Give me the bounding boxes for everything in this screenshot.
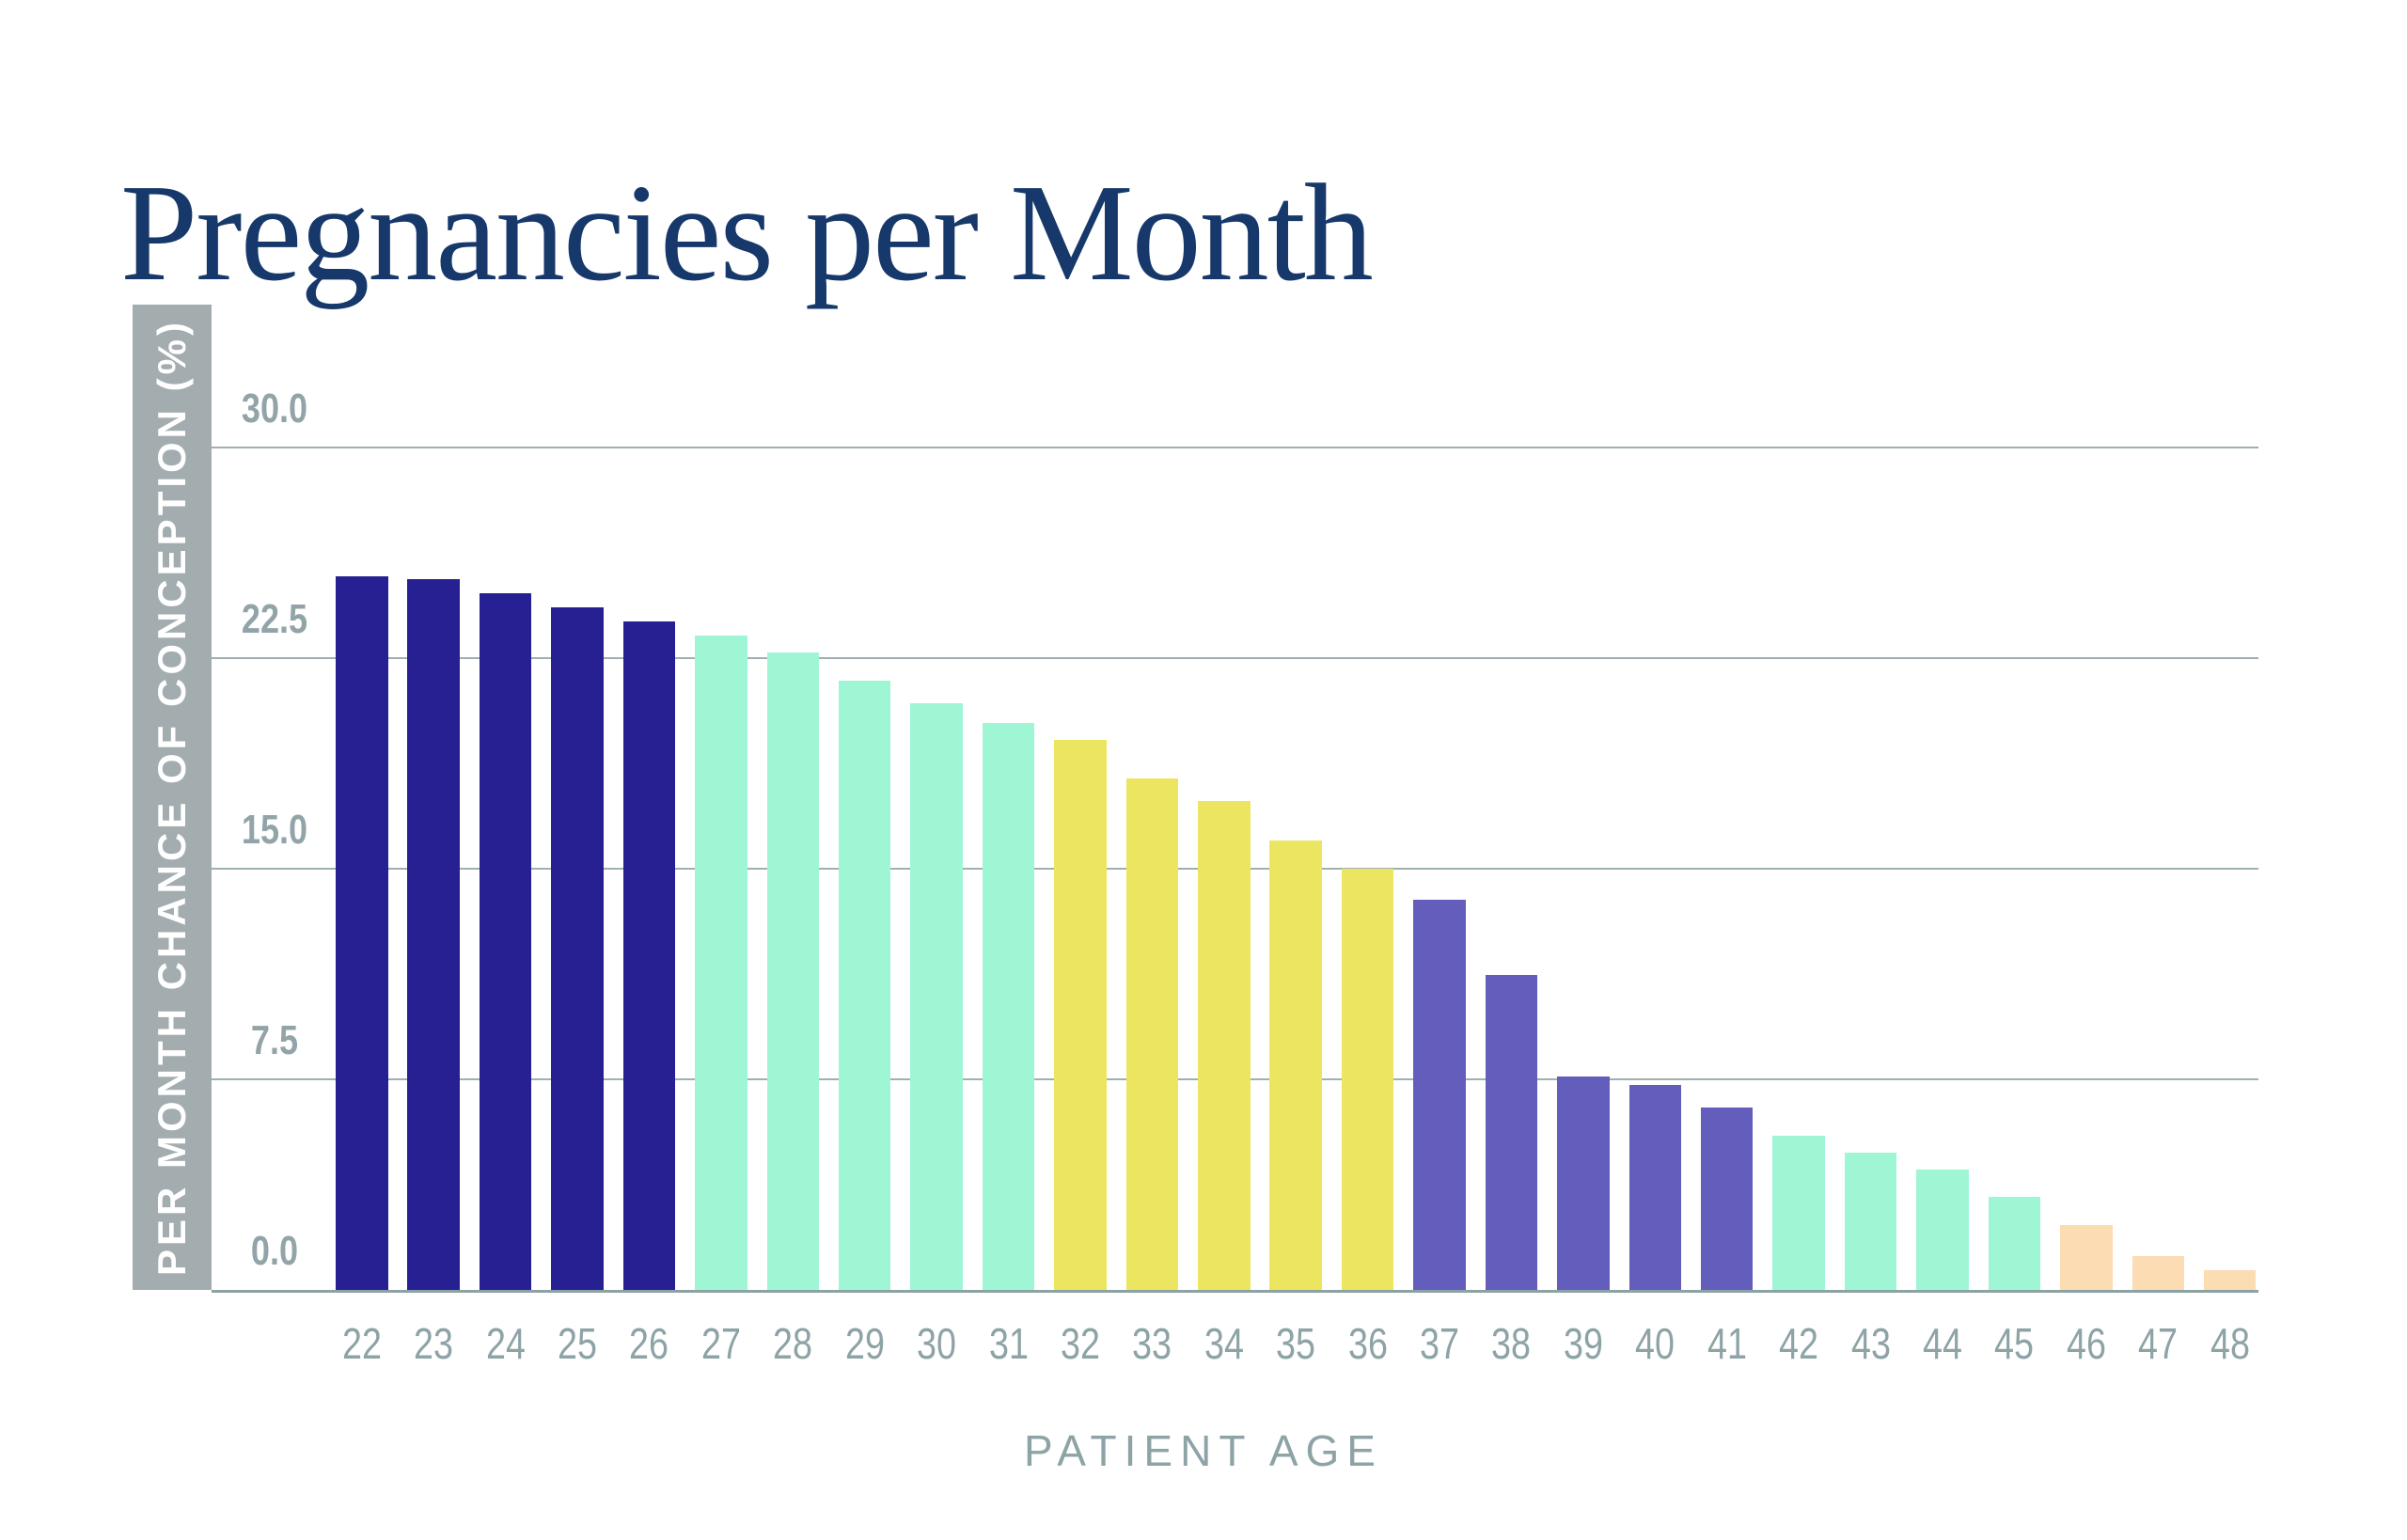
gridline-30.0	[212, 447, 2258, 448]
bar-age-26	[622, 621, 676, 1290]
x-axis-title: PATIENT AGE	[1024, 1426, 1383, 1475]
x-tick-label-41: 41	[1707, 1319, 1747, 1368]
x-tick-label-29: 29	[844, 1319, 885, 1368]
bar-age-47	[2132, 1256, 2184, 1290]
bar-age-43	[1844, 1152, 1897, 1290]
y-tick-label-22.5: 22.5	[241, 596, 308, 642]
bar-age-24	[479, 593, 532, 1290]
x-tick-label-22: 22	[341, 1319, 382, 1368]
bar-age-44	[1916, 1169, 1969, 1290]
bar-age-23	[407, 579, 460, 1290]
y-tick-label-30.0: 30.0	[241, 385, 308, 432]
bar-age-32	[1054, 739, 1107, 1290]
x-tick-label-26: 26	[629, 1319, 669, 1368]
x-tick-label-36: 36	[1347, 1319, 1388, 1368]
bar-age-41	[1700, 1107, 1754, 1290]
x-tick-label-42: 42	[1779, 1319, 1819, 1368]
y-tick-label-0.0: 0.0	[250, 1228, 299, 1274]
y-axis-title: PER MONTH CHANCE OF CONCEPTION (%)	[149, 319, 194, 1276]
bar-age-37	[1413, 899, 1466, 1290]
bar-age-30	[910, 702, 963, 1290]
x-tick-label-38: 38	[1491, 1319, 1532, 1368]
bar-age-28	[766, 652, 820, 1290]
bar-age-22	[336, 576, 388, 1290]
bar-age-29	[838, 680, 891, 1290]
bar-age-33	[1125, 778, 1179, 1290]
x-tick-label-39: 39	[1563, 1319, 1603, 1368]
page-title: Pregnancies per Month	[120, 156, 1374, 311]
x-tick-label-28: 28	[773, 1319, 813, 1368]
bar-age-38	[1485, 975, 1538, 1290]
x-tick-label-37: 37	[1420, 1319, 1460, 1368]
x-tick-label-23: 23	[414, 1319, 454, 1368]
bar-age-35	[1269, 841, 1322, 1290]
bar-age-42	[1772, 1135, 1825, 1290]
x-tick-label-45: 45	[1994, 1319, 2035, 1368]
x-tick-label-24: 24	[485, 1319, 526, 1368]
bar-age-36	[1341, 869, 1394, 1290]
x-tick-label-44: 44	[1922, 1319, 1962, 1368]
bar-age-25	[551, 607, 604, 1290]
x-tick-label-43: 43	[1850, 1319, 1891, 1368]
y-axis-title-bar: PER MONTH CHANCE OF CONCEPTION (%)	[133, 305, 212, 1290]
x-tick-label-47: 47	[2138, 1319, 2179, 1368]
x-tick-label-40: 40	[1635, 1319, 1675, 1368]
x-tick-label-35: 35	[1276, 1319, 1316, 1368]
y-tick-label-7.5: 7.5	[250, 1017, 299, 1063]
x-tick-label-25: 25	[558, 1319, 597, 1368]
x-tick-label-31: 31	[988, 1319, 1029, 1368]
bar-age-45	[1988, 1197, 2041, 1290]
bar-age-31	[982, 722, 1035, 1290]
bar-age-48	[2203, 1270, 2257, 1290]
bar-age-46	[2060, 1225, 2113, 1290]
gridline-22.5	[212, 657, 2258, 659]
x-tick-label-46: 46	[2066, 1319, 2106, 1368]
x-tick-label-30: 30	[917, 1319, 957, 1368]
gridline-0.0	[212, 1290, 2258, 1293]
x-tick-label-32: 32	[1060, 1319, 1100, 1368]
x-tick-label-27: 27	[700, 1319, 741, 1368]
bar-age-27	[695, 636, 747, 1290]
bar-age-39	[1557, 1076, 1610, 1290]
x-tick-label-33: 33	[1132, 1319, 1172, 1368]
x-tick-label-48: 48	[2210, 1319, 2250, 1368]
bar-age-34	[1198, 801, 1251, 1290]
bar-age-40	[1628, 1084, 1682, 1290]
x-tick-label-34: 34	[1204, 1319, 1244, 1368]
y-tick-label-15.0: 15.0	[241, 807, 308, 853]
